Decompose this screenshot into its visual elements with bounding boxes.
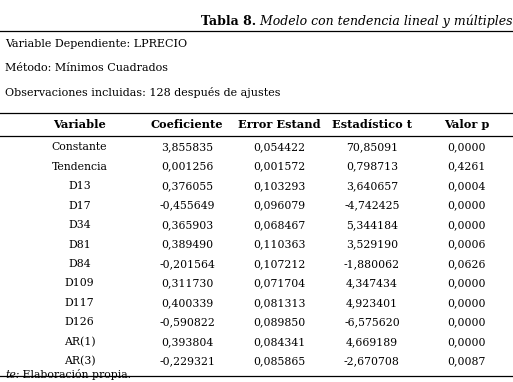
Text: 0,107212: 0,107212 [253, 259, 306, 269]
Text: 0,311730: 0,311730 [161, 278, 213, 288]
Text: 0,0000: 0,0000 [447, 278, 486, 288]
Text: 0,103293: 0,103293 [253, 181, 306, 191]
Text: 0,389490: 0,389490 [161, 240, 213, 249]
Text: Método: Mínimos Cuadrados: Método: Mínimos Cuadrados [5, 63, 168, 73]
Text: 70,85091: 70,85091 [346, 142, 398, 152]
Text: 0,798713: 0,798713 [346, 162, 398, 172]
Text: 0,054422: 0,054422 [253, 142, 306, 152]
Text: D109: D109 [65, 278, 94, 288]
Text: 0,0000: 0,0000 [447, 201, 486, 210]
Text: 0,001572: 0,001572 [253, 162, 306, 172]
Text: 0,0000: 0,0000 [447, 142, 486, 152]
Text: AR(1): AR(1) [64, 337, 95, 347]
Text: -2,670708: -2,670708 [344, 356, 400, 366]
Text: 4,923401: 4,923401 [346, 298, 398, 308]
Text: te:: te: [5, 371, 19, 380]
Text: D13: D13 [68, 181, 91, 191]
Text: 0,0000: 0,0000 [447, 220, 486, 230]
Text: 0,400339: 0,400339 [161, 298, 213, 308]
Text: 0,071704: 0,071704 [253, 278, 306, 288]
Text: 0,0000: 0,0000 [447, 298, 486, 308]
Text: 0,001256: 0,001256 [161, 162, 213, 172]
Text: D17: D17 [68, 201, 91, 210]
Text: Variable Dependiente: LPRECIO: Variable Dependiente: LPRECIO [5, 39, 187, 49]
Text: 0,084341: 0,084341 [253, 337, 306, 347]
Text: D84: D84 [68, 259, 91, 269]
Text: -6,575620: -6,575620 [344, 317, 400, 327]
Text: Coeficiente: Coeficiente [151, 119, 224, 130]
Text: Error Estand: Error Estand [238, 119, 321, 130]
Text: 0,393804: 0,393804 [161, 337, 213, 347]
Text: 0,4261: 0,4261 [448, 162, 486, 172]
Text: Tendencia: Tendencia [52, 162, 107, 172]
Text: 4,347434: 4,347434 [346, 278, 398, 288]
Text: 0,365903: 0,365903 [161, 220, 213, 230]
Text: 0,0006: 0,0006 [447, 240, 486, 249]
Text: 0,0004: 0,0004 [448, 181, 486, 191]
Text: D117: D117 [65, 298, 94, 308]
Text: 4,669189: 4,669189 [346, 337, 398, 347]
Text: Modelo con tendencia lineal y múltiples cambios de nivel: Modelo con tendencia lineal y múltiples … [256, 15, 513, 28]
Text: Valor p: Valor p [444, 119, 489, 130]
Text: D81: D81 [68, 240, 91, 249]
Text: 0,0626: 0,0626 [447, 259, 486, 269]
Text: AR(3): AR(3) [64, 356, 95, 367]
Text: 0,0000: 0,0000 [447, 317, 486, 327]
Text: 0,096079: 0,096079 [253, 201, 306, 210]
Text: 0,089850: 0,089850 [253, 317, 306, 327]
Text: 0,376055: 0,376055 [161, 181, 213, 191]
Text: Variable: Variable [53, 119, 106, 130]
Text: 0,0087: 0,0087 [448, 356, 486, 366]
Text: D34: D34 [68, 220, 91, 230]
Text: Tabla 8.: Tabla 8. [202, 15, 256, 28]
Text: -0,229321: -0,229321 [159, 356, 215, 366]
Text: 3,529190: 3,529190 [346, 240, 398, 249]
Text: -0,455649: -0,455649 [160, 201, 215, 210]
Text: -0,590822: -0,590822 [160, 317, 215, 327]
Text: Elaboración propia.: Elaboración propia. [19, 369, 131, 380]
Text: Observaciones incluidas: 128 después de ajustes: Observaciones incluidas: 128 después de … [5, 87, 281, 98]
Text: 0,0000: 0,0000 [447, 337, 486, 347]
Text: 5,344184: 5,344184 [346, 220, 398, 230]
Text: Constante: Constante [52, 142, 107, 152]
Text: -4,742425: -4,742425 [344, 201, 400, 210]
Text: 3,640657: 3,640657 [346, 181, 398, 191]
Text: 0,068467: 0,068467 [253, 220, 306, 230]
Text: 3,855835: 3,855835 [161, 142, 213, 152]
Text: -0,201564: -0,201564 [160, 259, 215, 269]
Text: -1,880062: -1,880062 [344, 259, 400, 269]
Text: 0,110363: 0,110363 [253, 240, 306, 249]
Text: Estadístico t: Estadístico t [332, 119, 412, 130]
Text: D126: D126 [65, 317, 94, 327]
Text: 0,081313: 0,081313 [253, 298, 306, 308]
Text: 0,085865: 0,085865 [253, 356, 306, 366]
